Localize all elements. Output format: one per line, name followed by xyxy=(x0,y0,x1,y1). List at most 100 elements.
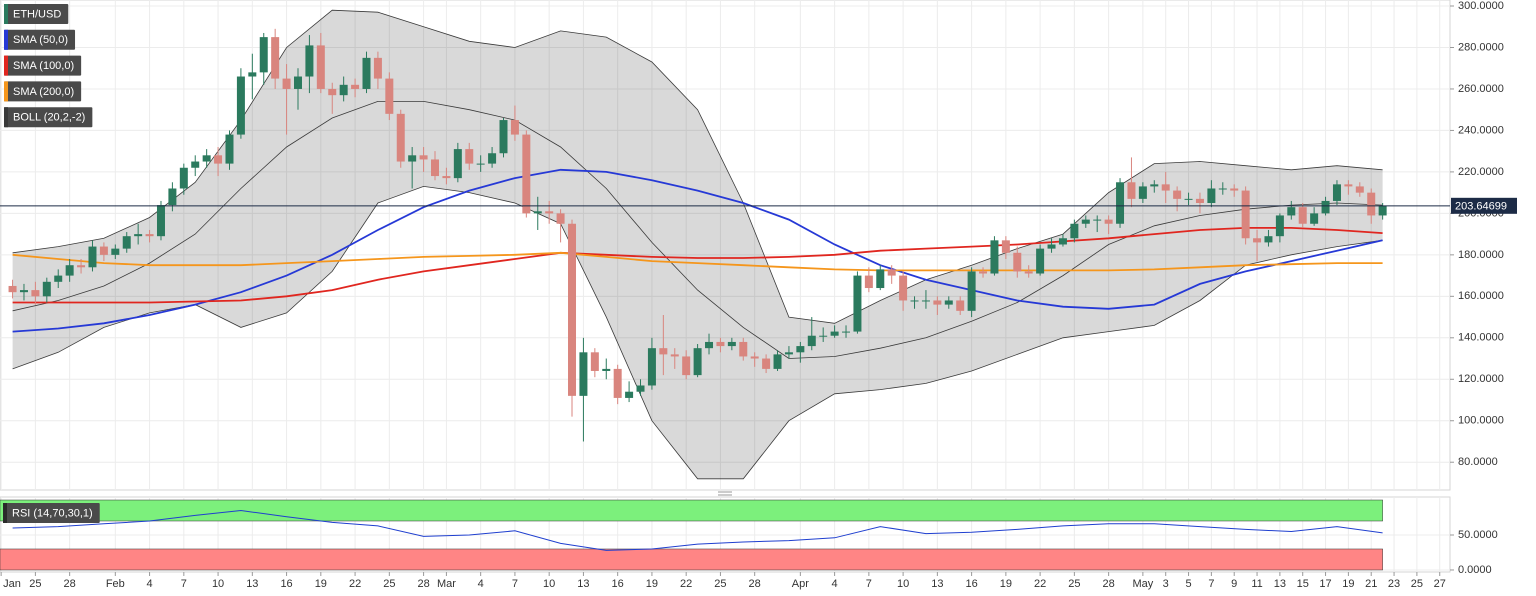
x-tick-label: 28 xyxy=(64,578,76,590)
x-tick-label: Apr xyxy=(792,578,809,590)
x-tick-label: 10 xyxy=(543,578,555,590)
legend-swatch xyxy=(4,107,8,128)
candle-body xyxy=(1207,188,1216,204)
rsi-zone xyxy=(0,548,1383,571)
candle-body xyxy=(1230,188,1239,191)
candle-body xyxy=(762,358,771,369)
legend-box xyxy=(3,503,100,523)
candle-body xyxy=(1127,182,1136,199)
candle-body xyxy=(510,120,519,135)
candle-body xyxy=(54,275,63,282)
candle-body xyxy=(842,331,851,333)
candle-body xyxy=(1161,184,1170,191)
x-tick-label: 7 xyxy=(866,578,872,590)
candle-body xyxy=(122,236,131,249)
candle-body xyxy=(921,300,930,302)
candle-body xyxy=(1058,238,1067,245)
candle-body xyxy=(1013,252,1022,272)
x-tick-label: 28 xyxy=(749,578,761,590)
candle-body xyxy=(705,341,714,349)
y-tick-label: 160.0000 xyxy=(1458,290,1504,302)
candle-body xyxy=(1138,186,1147,199)
candle-body xyxy=(1173,190,1182,199)
candle-body xyxy=(887,269,896,276)
candle-body xyxy=(1241,190,1250,239)
x-tick-label: 7 xyxy=(1208,578,1214,590)
candle-body xyxy=(362,57,371,89)
x-tick-label: 25 xyxy=(714,578,726,590)
overlays xyxy=(12,168,1383,551)
x-tick-label: 7 xyxy=(181,578,187,590)
candle-body xyxy=(533,211,542,214)
x-tick-label: 25 xyxy=(383,578,395,590)
candle-body xyxy=(739,341,748,357)
x-tick-label: 13 xyxy=(577,578,589,590)
y-tick-label: 100.0000 xyxy=(1458,415,1504,427)
x-tick-label: 13 xyxy=(1274,578,1286,590)
candle-body xyxy=(488,153,497,164)
candle-body xyxy=(339,84,348,96)
candle-body xyxy=(453,149,462,179)
candle-body xyxy=(727,341,736,347)
sma-line xyxy=(12,168,1383,333)
y-tick-label: 0.0000 xyxy=(1458,564,1492,576)
candle-body xyxy=(1332,184,1341,201)
x-tick-label: 4 xyxy=(147,578,153,590)
candle-body xyxy=(784,352,793,355)
x-tick-label: 25 xyxy=(1068,578,1080,590)
legend-label: SMA (100,0) xyxy=(13,60,74,72)
y-tick-label: 120.0000 xyxy=(1458,373,1504,385)
y-tick-label: 280.0000 xyxy=(1458,41,1504,53)
candle-body xyxy=(31,290,40,297)
y-tick-label: 220.0000 xyxy=(1458,166,1504,178)
x-tick-label: 23 xyxy=(1388,578,1400,590)
candle-body xyxy=(1104,219,1113,224)
candle-body xyxy=(271,37,280,79)
candle-body xyxy=(225,134,234,164)
x-tick-label: Feb xyxy=(106,578,125,590)
legend-label: SMA (200,0) xyxy=(13,86,74,98)
x-tick-label: 22 xyxy=(1034,578,1046,590)
candle-body xyxy=(465,149,474,164)
sma-line xyxy=(12,227,1383,304)
x-tick-label: 19 xyxy=(1342,578,1354,590)
legend-label: SMA (50,0) xyxy=(13,34,68,46)
candle-body xyxy=(670,354,679,357)
candle-body xyxy=(385,78,394,114)
band-fill xyxy=(12,10,1383,479)
candle-body xyxy=(156,205,165,237)
y-tick-label: 300.0000 xyxy=(1458,0,1504,12)
x-tick-label: 22 xyxy=(680,578,692,590)
x-tick-label: 13 xyxy=(246,578,258,590)
candle-body xyxy=(328,88,337,96)
x-tick-label: 28 xyxy=(1102,578,1114,590)
candle-body xyxy=(88,246,97,268)
candle-body xyxy=(568,223,577,396)
x-tick-label: 9 xyxy=(1231,578,1237,590)
candle-body xyxy=(1367,192,1376,216)
candle-body xyxy=(305,45,314,77)
candle-body xyxy=(1218,188,1227,190)
candle-body xyxy=(659,348,668,355)
candle-body xyxy=(65,265,74,276)
candle-body xyxy=(1184,198,1193,200)
candle-body xyxy=(1344,184,1353,187)
y-tick-label: 260.0000 xyxy=(1458,83,1504,95)
x-tick-label: 25 xyxy=(29,578,41,590)
candle-body xyxy=(1116,182,1125,224)
candle-body xyxy=(1321,200,1330,214)
candle-body xyxy=(499,120,508,154)
candle-body xyxy=(636,385,645,392)
candle-body xyxy=(248,72,257,77)
last-price-box xyxy=(1451,197,1517,214)
candle-body xyxy=(293,76,302,89)
candle-body xyxy=(693,348,702,376)
candle-body xyxy=(179,167,188,189)
candle-body xyxy=(1195,198,1204,204)
legend-box xyxy=(4,29,76,50)
candle-body xyxy=(1298,207,1307,224)
legend-label: RSI (14,70,30,1) xyxy=(12,507,93,519)
legend-label: ETH/USD xyxy=(13,8,61,20)
x-tick-label: 21 xyxy=(1365,578,1377,590)
candle-body xyxy=(1287,207,1296,216)
